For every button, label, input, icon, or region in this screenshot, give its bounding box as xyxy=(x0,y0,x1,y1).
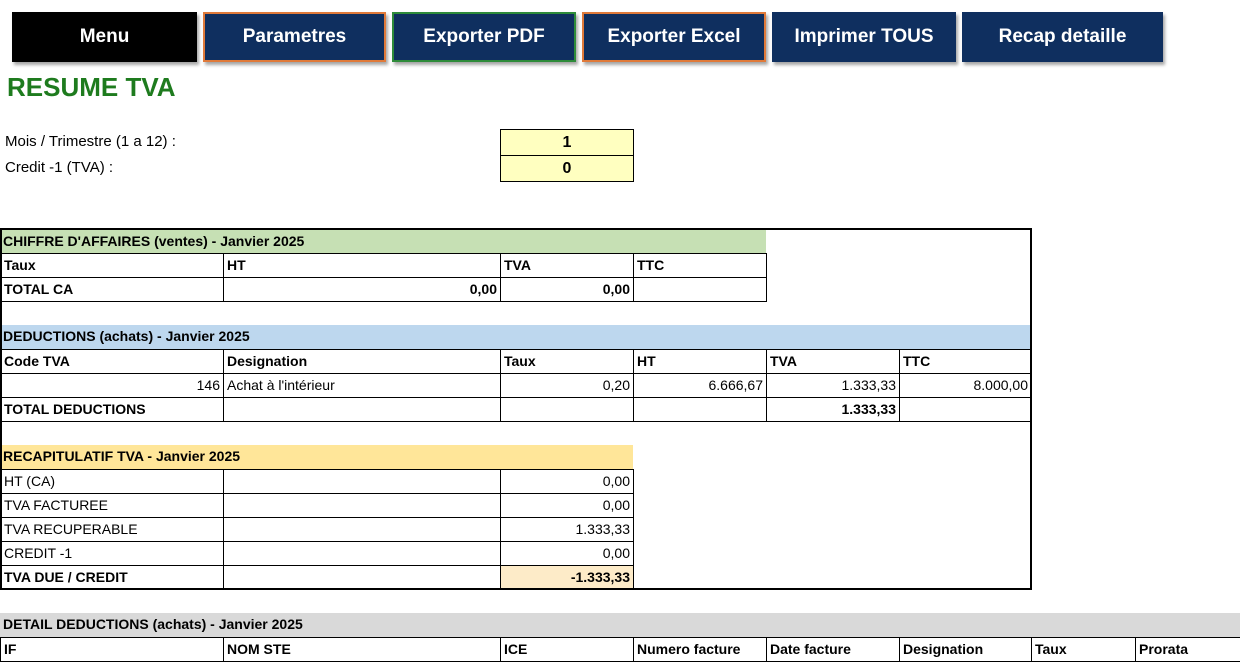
cell xyxy=(223,469,501,494)
cell: 8.000,00 xyxy=(899,373,1032,398)
cell: Taux xyxy=(0,253,224,278)
input-label: Credit -1 (TVA) : xyxy=(5,159,114,176)
cell xyxy=(633,397,767,422)
cell xyxy=(223,541,501,566)
cell: TTC xyxy=(899,349,1032,374)
page-title: RESUME TVA xyxy=(7,72,176,102)
cell: TVA xyxy=(766,349,900,374)
menu-button[interactable]: Exporter Excel xyxy=(582,12,766,62)
cell: Prorata xyxy=(1135,637,1240,662)
cell: Date facture xyxy=(766,637,900,662)
cell: IF xyxy=(0,637,224,662)
cell: Designation xyxy=(899,637,1032,662)
cell: 146 xyxy=(0,373,224,398)
cell xyxy=(633,277,767,302)
cell: Taux xyxy=(1031,637,1136,662)
cell: Code TVA xyxy=(0,349,224,374)
section-title: CHIFFRE D'AFFAIRES (ventes) - Janvier 20… xyxy=(0,230,766,254)
cell: Numero facture xyxy=(633,637,767,662)
cell: Achat à l'intérieur xyxy=(223,373,501,398)
cell xyxy=(223,397,501,422)
section-title: RECAPITULATIF TVA - Janvier 2025 xyxy=(0,445,633,469)
cell: TVA FACTUREE xyxy=(0,493,224,518)
menu-button[interactable]: Recap detaille xyxy=(962,12,1163,62)
section-title: DETAIL DEDUCTIONS (achats) - Janvier 202… xyxy=(0,613,1240,637)
cell: 6.666,67 xyxy=(633,373,767,398)
menu-button[interactable]: Imprimer TOUS xyxy=(772,12,956,62)
cell: TTC xyxy=(633,253,767,278)
cell xyxy=(500,397,634,422)
cell: TOTAL CA xyxy=(0,277,224,302)
cell: NOM STE xyxy=(223,637,501,662)
cell: HT xyxy=(223,253,501,278)
cell: ICE xyxy=(500,637,634,662)
cell: TVA xyxy=(500,253,634,278)
cell: HT xyxy=(633,349,767,374)
cell: 1.333,33 xyxy=(766,397,900,422)
menu-button[interactable]: Menu xyxy=(12,12,197,62)
cell: Designation xyxy=(223,349,501,374)
input-cell[interactable]: 0 xyxy=(500,155,634,182)
menu-button[interactable]: Exporter PDF xyxy=(392,12,576,62)
section-title: DEDUCTIONS (achats) - Janvier 2025 xyxy=(0,325,1031,349)
cell: 0,00 xyxy=(500,277,634,302)
cell: TOTAL DEDUCTIONS xyxy=(0,397,224,422)
input-cell[interactable]: 1 xyxy=(500,129,634,156)
cell: CREDIT -1 xyxy=(0,541,224,566)
cell: -1.333,33 xyxy=(500,565,634,590)
cell xyxy=(223,565,501,590)
cell: Taux xyxy=(500,349,634,374)
cell: TVA RECUPERABLE xyxy=(0,517,224,542)
cell: 0,20 xyxy=(500,373,634,398)
input-label: Mois / Trimestre (1 a 12) : xyxy=(5,133,176,150)
cell: 1.333,33 xyxy=(766,373,900,398)
cell: 0,00 xyxy=(500,469,634,494)
menu-button[interactable]: Parametres xyxy=(203,12,386,62)
cell: HT (CA) xyxy=(0,469,224,494)
cell: 0,00 xyxy=(500,493,634,518)
cell: 0,00 xyxy=(500,541,634,566)
cell: 0,00 xyxy=(223,277,501,302)
cell xyxy=(223,517,501,542)
cell xyxy=(223,493,501,518)
cell: 1.333,33 xyxy=(500,517,634,542)
cell: TVA DUE / CREDIT xyxy=(0,565,224,590)
cell xyxy=(899,397,1032,422)
